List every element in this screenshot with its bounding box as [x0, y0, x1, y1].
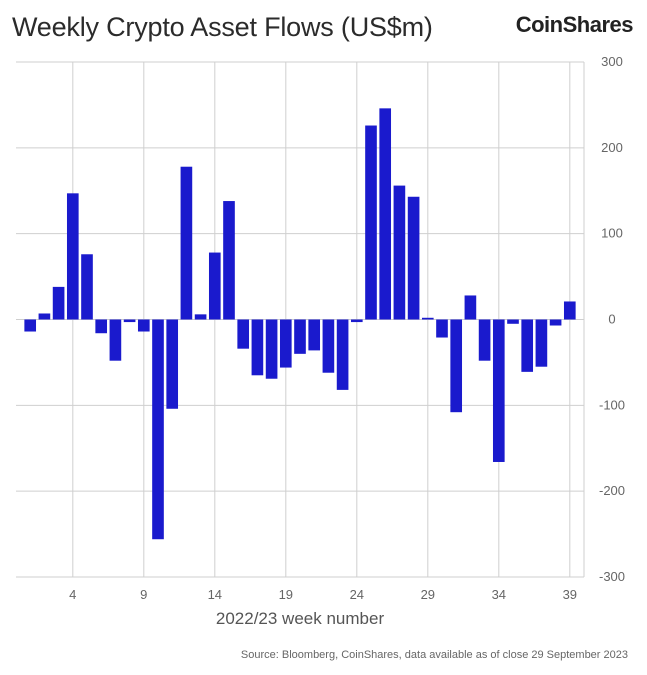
x-tick-label: 9 [140, 587, 147, 602]
y-tick-label: -300 [599, 569, 625, 584]
x-tick-label: 4 [69, 587, 76, 602]
bar [194, 314, 207, 320]
source-note: Source: Bloomberg, CoinShares, data avai… [240, 649, 628, 661]
x-tick-label: 14 [208, 587, 222, 602]
brand-logo: CoinShares [515, 12, 634, 37]
x-tick-label: 34 [492, 587, 506, 602]
y-tick-label: 100 [601, 226, 623, 241]
bar [407, 196, 420, 320]
bar [350, 319, 363, 323]
y-tick-label: 0 [608, 312, 615, 327]
bar [436, 319, 448, 338]
bar [123, 319, 136, 323]
x-axis-label: 2022/23 week number [215, 609, 385, 628]
y-tick-label: -200 [599, 483, 625, 498]
bar [223, 201, 235, 320]
bar [109, 319, 122, 361]
bar [308, 319, 321, 351]
bar [393, 185, 406, 320]
bar [336, 319, 349, 390]
bar [208, 252, 221, 320]
bar [322, 319, 335, 373]
bar [492, 319, 505, 462]
bar [421, 317, 434, 320]
bar [507, 319, 519, 324]
bar [137, 319, 150, 332]
bar [279, 319, 292, 368]
chart-title: Weekly Crypto Asset Flows (US$m) [12, 12, 433, 42]
bar [152, 319, 164, 540]
bar [81, 254, 93, 320]
bar [66, 193, 79, 320]
x-tick-label: 29 [421, 587, 435, 602]
x-tick-label: 39 [563, 587, 577, 602]
bar [450, 319, 463, 413]
bar [166, 319, 179, 409]
bar [294, 319, 306, 354]
bar [563, 301, 576, 320]
bar [95, 319, 108, 334]
bar [365, 125, 377, 320]
bar [265, 319, 278, 379]
bar [52, 286, 65, 320]
bar [521, 319, 534, 372]
bar [549, 319, 562, 326]
bar [379, 108, 392, 320]
y-tick-label: -100 [599, 397, 625, 412]
y-tick-label: 200 [601, 140, 623, 155]
x-tick-label: 24 [350, 587, 364, 602]
bar [180, 166, 193, 320]
bar [464, 295, 477, 320]
bar [251, 319, 264, 376]
x-tick-label: 19 [279, 587, 293, 602]
y-tick-label: 300 [601, 54, 623, 69]
bar [478, 319, 491, 361]
bar [38, 313, 51, 320]
bar [24, 319, 37, 332]
bar [535, 319, 548, 367]
bar [237, 319, 250, 349]
